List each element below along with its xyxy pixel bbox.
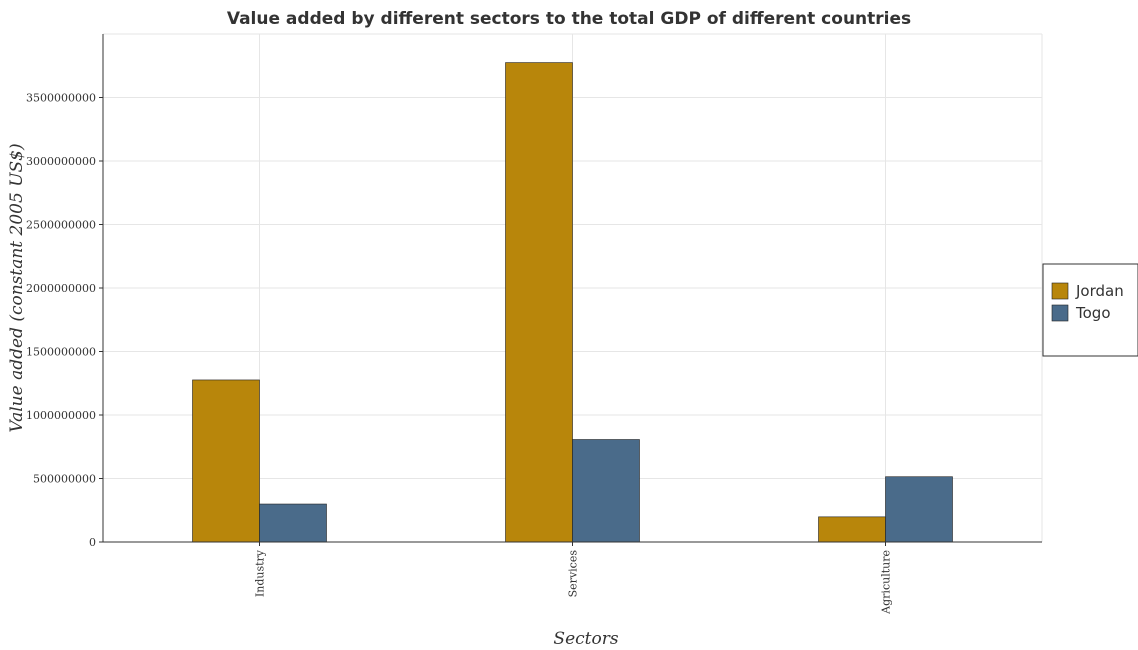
y-tick-label: 1000000000 (26, 409, 96, 422)
y-axis-label: Value added (constant 2005 US$) (7, 143, 27, 432)
legend-label-togo: Togo (1075, 304, 1111, 322)
bar-togo-agriculture (885, 476, 953, 543)
axes (99, 34, 1042, 546)
y-tick-label: 0 (89, 536, 96, 549)
legend-swatch-togo (1051, 304, 1069, 322)
bar-togo-services (572, 439, 640, 543)
tick-labels: 0 500000000 1000000000 1500000000 2000000000… (26, 92, 893, 615)
bar-jordan-agriculture (818, 516, 886, 543)
bar-jordan-industry (192, 379, 260, 543)
x-tick-label: Services (567, 550, 580, 598)
y-tick-label: 1500000000 (26, 346, 96, 359)
y-tick-label: 500000000 (33, 473, 96, 486)
legend-label-jordan: Jordan (1075, 282, 1124, 300)
bars (192, 62, 953, 543)
legend: Jordan Togo (1042, 263, 1138, 357)
legend-swatch-jordan (1051, 282, 1069, 300)
y-tick-label: 3000000000 (26, 155, 96, 168)
chart-title: Value added by different sectors to the … (227, 9, 911, 29)
bar-togo-industry (259, 503, 327, 543)
y-tick-label: 3500000000 (26, 92, 96, 105)
y-tick-label: 2000000000 (26, 282, 96, 295)
x-tick-label: Industry (254, 549, 267, 597)
x-tick-label: Agriculture (880, 550, 893, 615)
x-axis-label: Sectors (553, 629, 618, 649)
y-tick-label: 2500000000 (26, 219, 96, 232)
bar-jordan-services (505, 62, 573, 543)
